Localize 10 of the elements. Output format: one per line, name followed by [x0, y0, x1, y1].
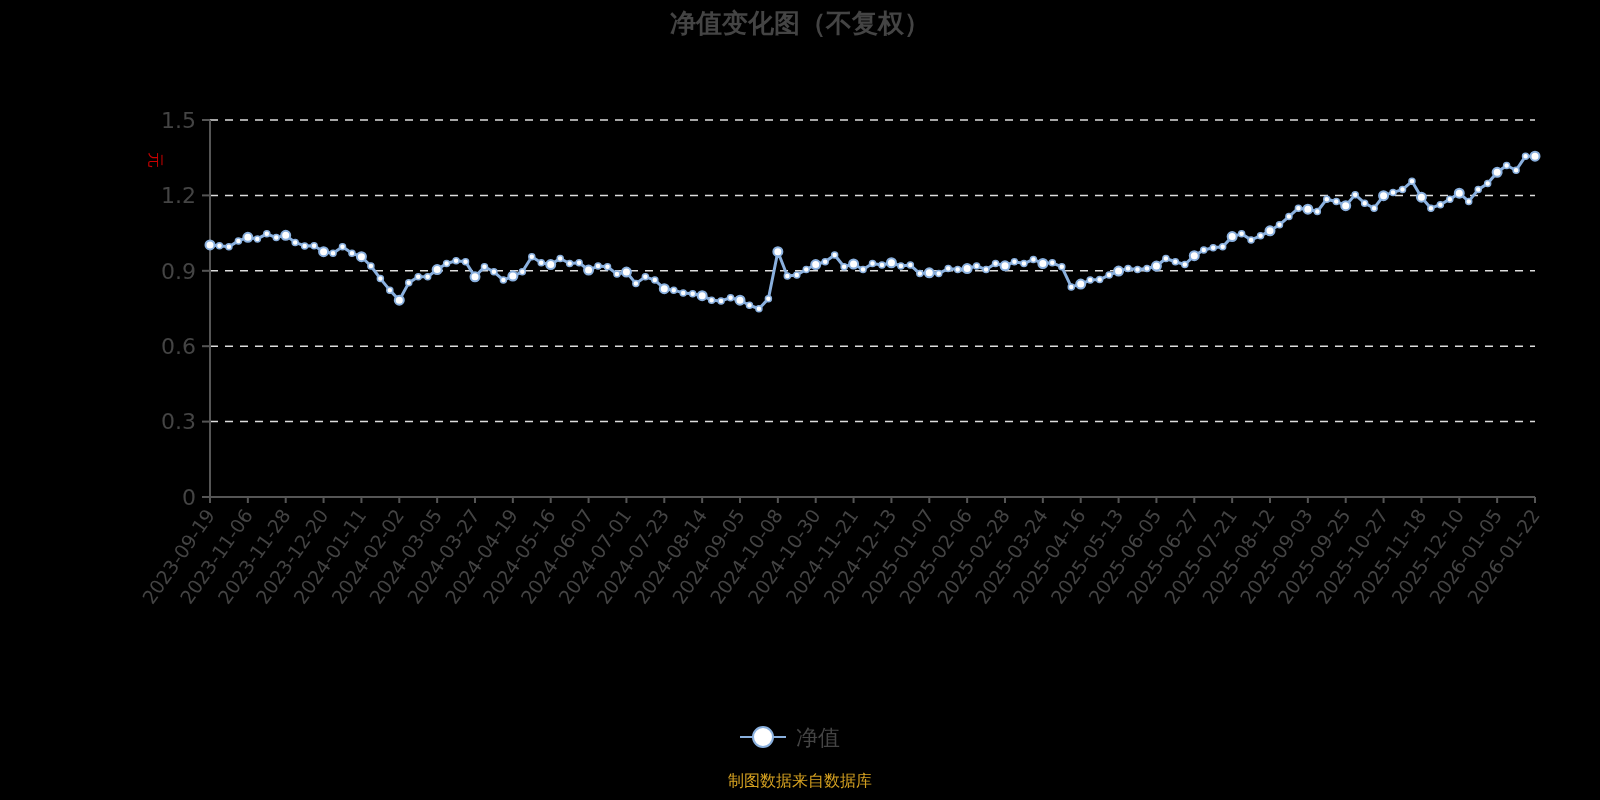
- legend-label: 净值: [796, 724, 840, 750]
- y-axis-title: 元: [146, 152, 165, 168]
- chart-title: 净值变化图（不复权）: [670, 8, 930, 38]
- y-tick-label: 0: [182, 484, 196, 510]
- y-tick-label: 0.3: [161, 409, 196, 435]
- y-tick-label: 0.6: [161, 333, 196, 359]
- y-tick-label: 1.2: [161, 183, 196, 209]
- text: 制图数据来自数据库: [728, 771, 872, 790]
- y-tick-label: 0.9: [161, 258, 196, 284]
- y-tick-label: 1.5: [161, 107, 196, 133]
